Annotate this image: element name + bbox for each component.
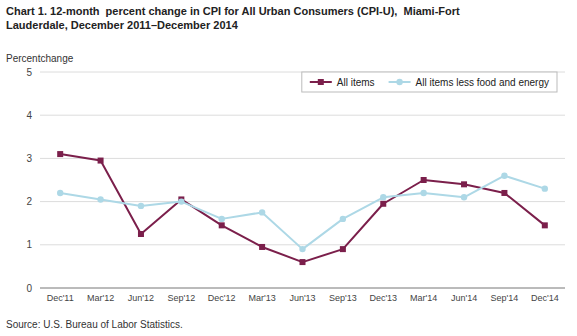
title-line: Chart 1. 12-month percent change in CPI … (6, 5, 460, 17)
legend-box (302, 72, 557, 92)
plot-area (57, 151, 548, 265)
grid-line (40, 288, 565, 289)
point (340, 246, 346, 252)
x-tick-label: Sep'12 (167, 293, 195, 303)
legend-marker (396, 79, 402, 85)
x-tick-label: Dec'14 (531, 293, 559, 303)
point (259, 209, 265, 215)
point (501, 172, 507, 178)
point (97, 196, 103, 202)
y-axis-label: Percentchange (6, 53, 74, 64)
x-tick-label: Mar'13 (248, 293, 275, 303)
title: Chart 1. 12-month percent change in CPI … (6, 5, 460, 31)
point (138, 231, 144, 237)
x-tick-label: Dec'13 (369, 293, 397, 303)
point (299, 246, 305, 252)
point (380, 201, 386, 207)
y-tick-label: 2 (26, 196, 32, 207)
point (98, 158, 104, 164)
point (138, 203, 144, 209)
series-line (60, 176, 545, 249)
title-line: Lauderdale, December 2011–December 2014 (6, 19, 239, 31)
point (461, 194, 467, 200)
x-tick-label: Jun'12 (128, 293, 154, 303)
point (57, 151, 63, 157)
x-tick-label: Sep'14 (491, 293, 519, 303)
point (219, 222, 225, 228)
x-tick-label: Mar'12 (87, 293, 114, 303)
grid-line (40, 158, 565, 159)
x-tick-label: Dec'11 (47, 293, 74, 303)
grid-line (40, 244, 565, 245)
point (461, 181, 467, 187)
y-tick-label: 3 (26, 153, 32, 164)
y-tick-label: 5 (26, 67, 32, 78)
x-tick-label: Dec'12 (208, 293, 236, 303)
x-axis-line (40, 288, 565, 289)
point (178, 198, 184, 204)
legend-item: All items (310, 77, 375, 88)
point (259, 244, 265, 250)
point (501, 190, 507, 196)
point (542, 222, 548, 228)
point (421, 177, 427, 183)
point (420, 190, 426, 196)
grid-line (40, 115, 565, 116)
y-tick-label: 4 (26, 110, 32, 121)
x-tick-label: Mar'14 (410, 293, 437, 303)
legend-marker (318, 79, 324, 85)
chart: Chart 1. 12-month percent change in CPI … (0, 0, 577, 336)
y-tick-label: 0 (26, 283, 32, 294)
legend-label: All items less food and energy (416, 77, 549, 88)
point (380, 194, 386, 200)
x-tick-label: Jun'13 (289, 293, 315, 303)
source: Source: U.S. Bureau of Labor Statistics. (6, 319, 183, 330)
y-tick-label: 1 (26, 239, 32, 250)
series-line (60, 154, 545, 262)
point (542, 185, 548, 191)
legend: All items All items less food and energy (302, 72, 557, 92)
x-tick-label: Jun'14 (451, 293, 477, 303)
point (57, 190, 63, 196)
x-tick-label: Sep'13 (329, 293, 357, 303)
point (300, 259, 306, 265)
point (219, 216, 225, 222)
legend-item: All items less food and energy (389, 77, 549, 88)
legend-label: All items (337, 77, 375, 88)
point (340, 216, 346, 222)
